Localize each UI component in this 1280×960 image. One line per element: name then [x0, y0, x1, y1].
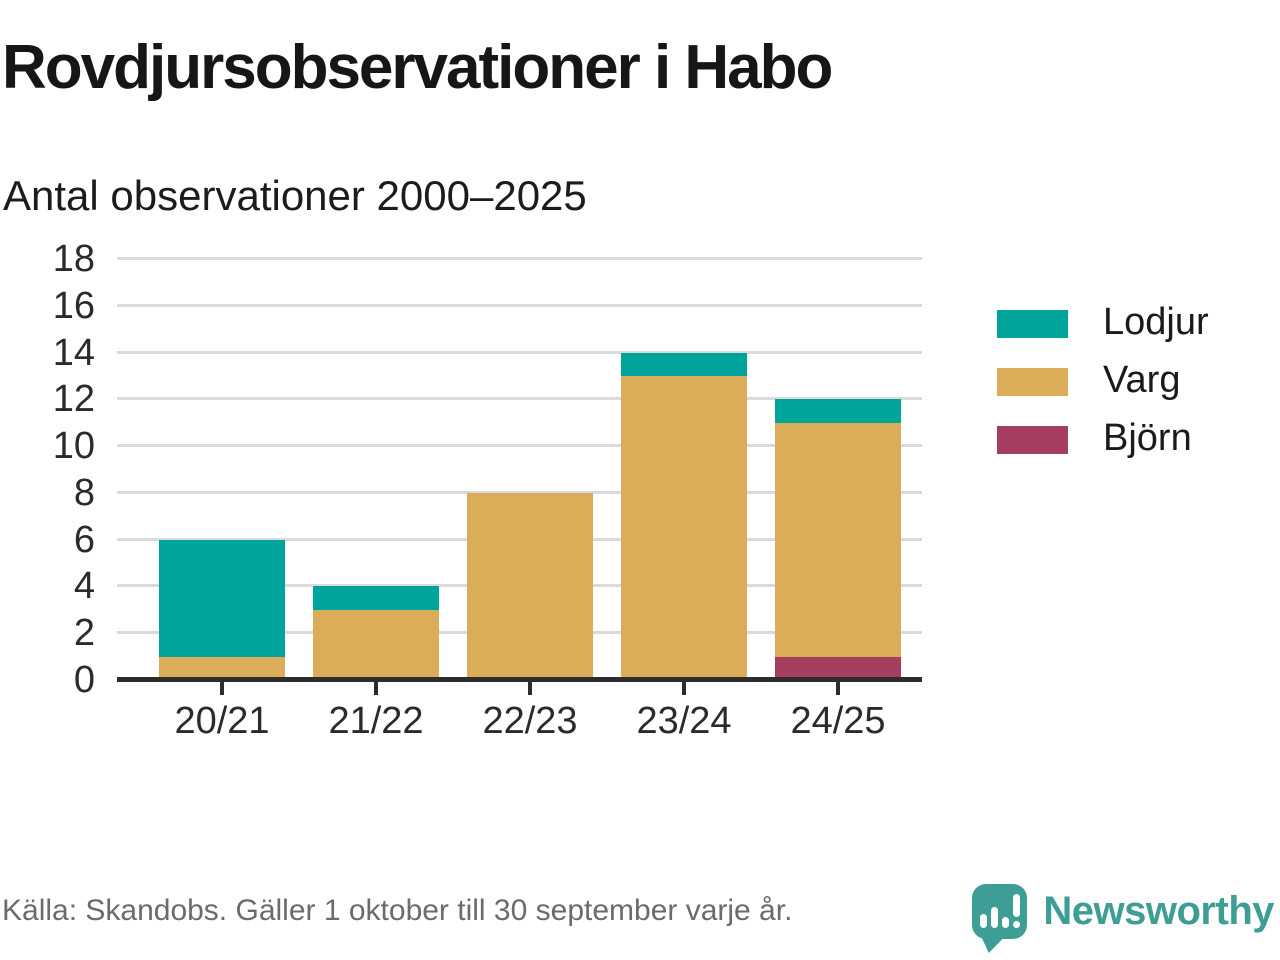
bar-segment-lodjur — [621, 352, 747, 376]
legend-label-varg: Varg — [1103, 359, 1181, 401]
y-axis-tick-label: 16 — [52, 284, 95, 327]
x-axis-tick-label: 24/25 — [790, 700, 886, 742]
y-axis-tick-label: 4 — [73, 565, 95, 608]
x-axis-tick — [528, 682, 532, 695]
gridline — [117, 444, 922, 448]
gridline — [117, 303, 922, 307]
source-note: Källa: Skandobs. Gäller 1 oktober till 3… — [2, 894, 793, 927]
logo-bar-icon — [1002, 917, 1010, 928]
legend-label-bjorn: Björn — [1103, 417, 1192, 459]
legend-item-lodjur: Lodjur — [997, 295, 1209, 353]
x-axis-tick-label: 21/22 — [328, 700, 424, 742]
bar-segment-varg — [467, 492, 593, 680]
chart-subtitle: Antal observationer 2000–2025 — [3, 172, 587, 219]
bar-segment-bjorn — [775, 656, 901, 680]
y-axis-tick-label: 14 — [52, 331, 95, 374]
x-axis-tick-label: 23/24 — [636, 700, 732, 742]
plot-area — [117, 257, 922, 682]
footer: Källa: Skandobs. Gäller 1 oktober till 3… — [0, 884, 1280, 960]
logo-bar-icon — [980, 914, 988, 928]
chart-title: Rovdjursobservationer i Habo — [2, 33, 833, 102]
legend: Lodjur Varg Björn — [997, 295, 1209, 469]
y-axis-tick-label: 10 — [52, 425, 95, 468]
newsworthy-brand: Newsworthy — [972, 884, 1274, 939]
bar-segment-varg — [159, 656, 285, 680]
x-axis-tick — [682, 682, 686, 695]
gridline — [117, 257, 922, 260]
legend-item-bjorn: Björn — [997, 411, 1209, 469]
y-axis-tick-label: 8 — [73, 471, 95, 514]
y-axis-tick-label: 12 — [52, 378, 95, 421]
logo-exclamation-dot-icon — [1013, 921, 1021, 928]
brand-name: Newsworthy — [1043, 889, 1274, 933]
newsworthy-speech-bubble-bar-chart-icon — [972, 884, 1028, 939]
x-axis-line — [117, 677, 922, 682]
y-axis-tick-label: 2 — [73, 612, 95, 655]
bar-segment-lodjur — [775, 399, 901, 423]
bar-segment-varg — [775, 422, 901, 657]
logo-bar-icon — [991, 907, 999, 928]
gridline — [117, 350, 922, 354]
legend-item-varg: Varg — [997, 353, 1209, 411]
legend-label-lodjur: Lodjur — [1103, 301, 1209, 343]
y-axis-tick-label: 0 — [73, 659, 95, 701]
chart-area: 0 2 4 6 8 10 12 14 16 18 Lodjur Varg Björn 20/21 2… — [0, 238, 1280, 780]
legend-swatch-bjorn — [997, 426, 1068, 454]
x-axis-tick — [220, 682, 224, 695]
y-axis-tick-label: 6 — [73, 518, 95, 561]
bar-segment-lodjur — [159, 539, 285, 657]
x-axis-tick-label: 22/23 — [482, 700, 578, 742]
y-axis-tick-label: 18 — [52, 238, 95, 280]
bar-segment-varg — [621, 375, 747, 680]
bar-segment-lodjur — [313, 586, 439, 610]
gridline — [117, 490, 922, 494]
logo-exclamation-icon — [1013, 894, 1021, 917]
x-axis-tick-label: 20/21 — [174, 700, 270, 742]
legend-swatch-lodjur — [997, 310, 1068, 338]
gridline — [117, 397, 922, 401]
bar-segment-varg — [313, 609, 439, 680]
legend-swatch-varg — [997, 368, 1068, 396]
x-axis-tick — [374, 682, 378, 695]
x-axis-tick — [836, 682, 840, 695]
